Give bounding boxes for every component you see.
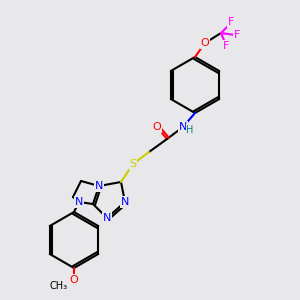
Text: F: F [234,30,240,40]
Text: O: O [153,122,161,132]
Text: F: F [228,17,234,27]
Text: N: N [179,122,187,132]
Text: O: O [70,275,78,285]
Text: N: N [121,197,129,207]
Text: CH₃: CH₃ [50,281,68,291]
Text: H: H [186,125,194,135]
Text: N: N [75,197,83,207]
Text: S: S [129,159,137,169]
Text: O: O [201,38,209,48]
Text: F: F [223,41,229,51]
Text: N: N [95,181,103,191]
Text: N: N [103,213,111,223]
